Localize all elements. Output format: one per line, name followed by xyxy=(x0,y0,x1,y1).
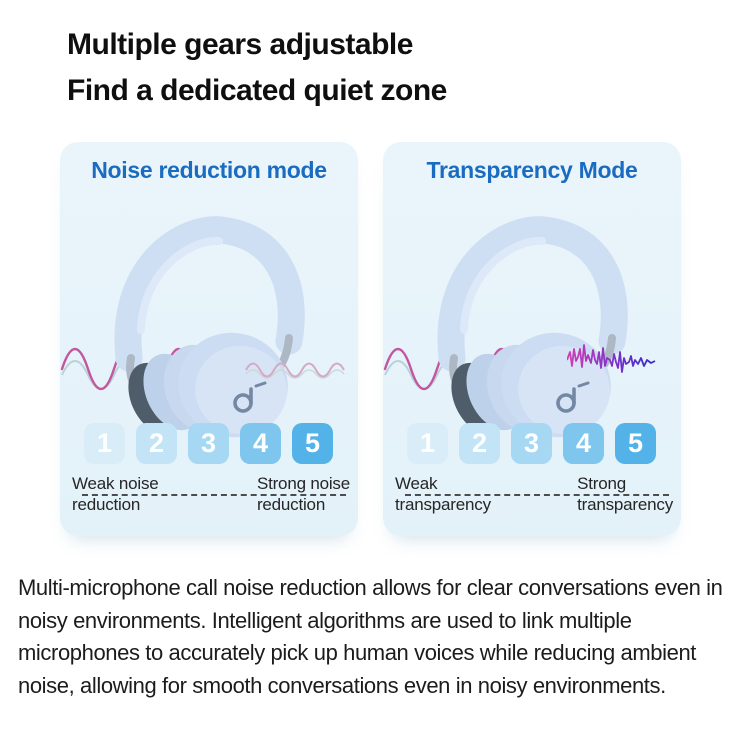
scale-labels: Weak noise reduction Strong noise reduct… xyxy=(72,473,350,519)
level-tile-2: 2 xyxy=(459,423,500,464)
level-tile-3: 3 xyxy=(188,423,229,464)
dashed-scale-line xyxy=(405,494,669,496)
card-noise-reduction-mode: Noise reduction mode xyxy=(60,142,358,536)
level-tile-4: 4 xyxy=(240,423,281,464)
level-tile-3: 3 xyxy=(511,423,552,464)
weak-label: Weak transparency xyxy=(395,474,491,514)
soundcore-logo-icon xyxy=(556,381,590,413)
page-title: Multiple gears adjustable Find a dedicat… xyxy=(67,22,447,114)
card-transparency-mode: Transparency Mode xyxy=(383,142,681,536)
mode-cards: Noise reduction mode xyxy=(60,142,681,536)
level-scale: 1 2 3 4 5 xyxy=(383,423,681,464)
level-scale: 1 2 3 4 5 xyxy=(60,423,358,464)
strong-label: Strong noise reduction xyxy=(256,474,350,514)
level-tile-1: 1 xyxy=(407,423,448,464)
description-paragraph: Multi-microphone call noise reduction al… xyxy=(18,575,723,698)
level-tile-5: 5 xyxy=(292,423,333,464)
weak-label: Weak noise reduction xyxy=(72,474,159,514)
level-tile-2: 2 xyxy=(136,423,177,464)
level-tile-4: 4 xyxy=(563,423,604,464)
headphones-icon xyxy=(114,216,305,438)
soundcore-logo-icon xyxy=(233,381,267,413)
attenuated-sound-wave-icon xyxy=(245,362,345,379)
page-title-line2: Find a dedicated quiet zone xyxy=(67,74,447,107)
headphones-icon xyxy=(437,216,628,438)
page-title-line1: Multiple gears adjustable xyxy=(67,28,413,61)
level-tile-1: 1 xyxy=(84,423,125,464)
strong-label: Strong transparency xyxy=(577,474,673,514)
level-tile-5: 5 xyxy=(615,423,656,464)
pass-through-sound-wave-icon xyxy=(567,344,656,373)
dashed-scale-line xyxy=(82,494,346,496)
scale-labels: Weak transparency Strong transparency xyxy=(395,473,673,519)
card-title: Noise reduction mode xyxy=(91,157,327,183)
card-title: Transparency Mode xyxy=(426,157,638,183)
